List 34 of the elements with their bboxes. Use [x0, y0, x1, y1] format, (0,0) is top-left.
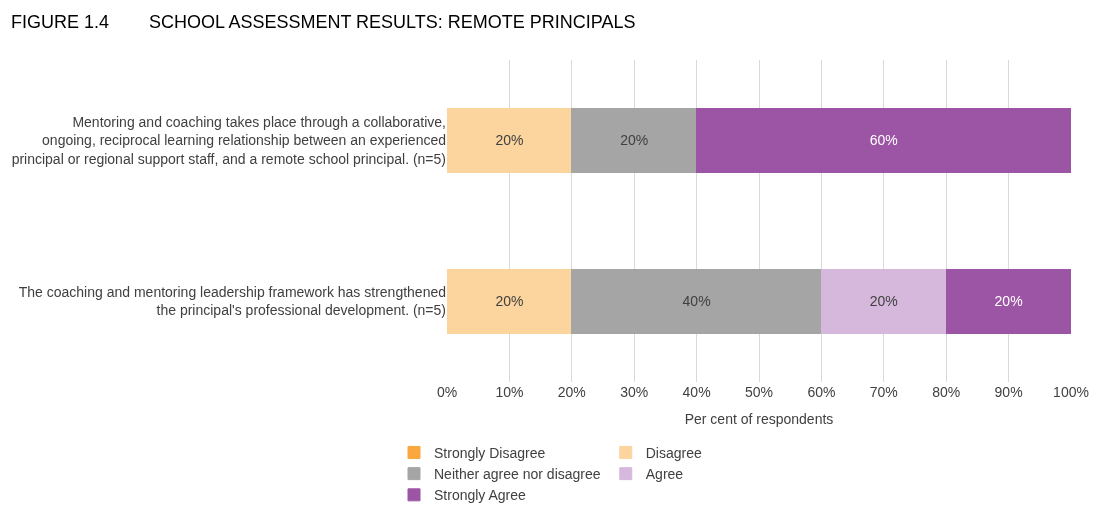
data-label: 40%: [682, 293, 711, 310]
x-tick-label: 40%: [682, 383, 711, 400]
legend-label: Agree: [645, 466, 684, 483]
x-tick-label: 50%: [744, 383, 774, 400]
y-tick-label: The coaching and mentoring leadership framework has strengthened the principal's professional development. (n=5): [18, 284, 446, 319]
legend-label: Neither agree nor disagree: [434, 466, 601, 483]
bar: [571, 268, 822, 335]
x-axis-title: Per cent of respondents: [684, 411, 834, 428]
legend-label: Disagree: [645, 444, 702, 461]
x-tick-label: 30%: [620, 383, 649, 400]
x-tick-label: 60%: [807, 383, 836, 400]
legend-label: Strongly Disagree: [434, 444, 546, 461]
bar: [696, 107, 1071, 174]
data-label: 20%: [495, 293, 524, 310]
data-label: 20%: [869, 293, 898, 310]
x-tick-label: 0%: [436, 383, 458, 400]
legend-label: Strongly Agree: [434, 487, 527, 504]
x-tick-label: 10%: [495, 383, 524, 400]
y-tick-label: Mentoring and coaching takes place through a collaborative, ongoing, reciprocal learning relationship between an experienced principal or regional support staff, and a remote school principal. (n=5): [11, 114, 446, 167]
x-tick-label: 90%: [994, 383, 1023, 400]
bar: [945, 268, 1071, 335]
bar: [571, 107, 698, 174]
data-label: 20%: [994, 293, 1023, 310]
x-tick-label: 70%: [869, 383, 898, 400]
x-tick-label: 100%: [1053, 383, 1089, 400]
data-label: 20%: [495, 132, 524, 149]
data-label: 20%: [620, 132, 649, 149]
bar: [447, 268, 573, 335]
bar: [447, 107, 573, 174]
bar: [820, 268, 947, 335]
chart-title: FIGURE 1.4 SCHOOL ASSESSMENT RESULTS: REMOTE PRINCIPALS: [11, 12, 636, 33]
data-label: 60%: [869, 132, 898, 149]
x-tick-label: 80%: [932, 383, 961, 400]
x-tick-label: 20%: [557, 383, 586, 400]
